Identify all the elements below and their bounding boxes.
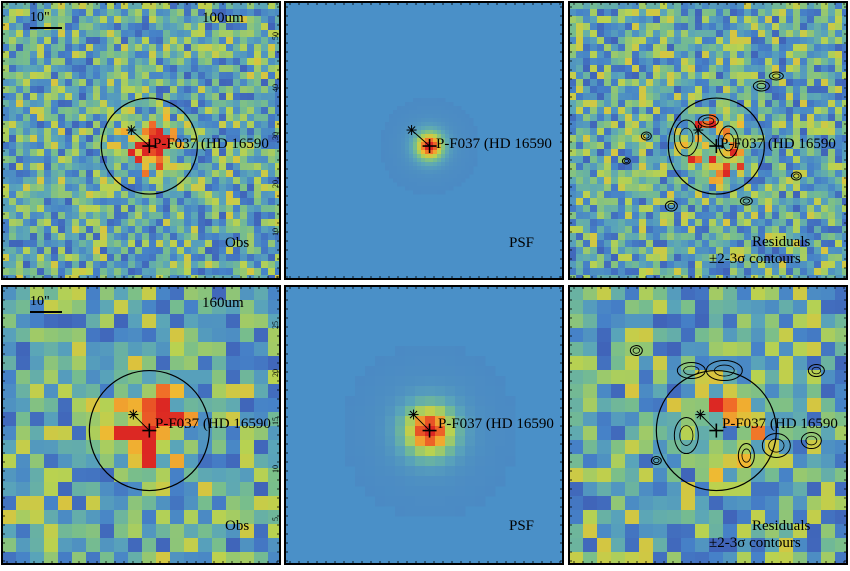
source-label: P-F037 (HD 16590 bbox=[155, 416, 271, 432]
contour-label: ±2-3σ contours bbox=[709, 251, 801, 267]
source-label: P-F037 (HD 16590 bbox=[438, 416, 554, 432]
scale-bar-label: 10" bbox=[30, 10, 50, 25]
panel-label-obs: Obs bbox=[225, 518, 249, 534]
band-label: 160um bbox=[202, 295, 244, 311]
axis-tick-label: 10 bbox=[271, 465, 280, 473]
source-label: P-F037 (HD 16590 bbox=[722, 416, 838, 432]
axis-tick-label: 15 bbox=[271, 417, 280, 425]
axis-tick-label: 20 bbox=[271, 180, 280, 188]
source-label: P-F037 (HD 16590 bbox=[153, 136, 269, 152]
axis-tick-label: 30 bbox=[271, 132, 280, 140]
axis-tick-label: 20 bbox=[271, 369, 280, 377]
panel-label-psf: PSF bbox=[509, 518, 534, 534]
panel-label-residuals: Residuals bbox=[752, 518, 810, 534]
source-label: P-F037 (HD 16590 bbox=[720, 136, 836, 152]
axis-tick-label: 10 bbox=[271, 228, 280, 236]
axis-tick-label: 40 bbox=[271, 84, 280, 92]
contour-label: ±2-3σ contours bbox=[709, 535, 801, 551]
panel-label-psf: PSF bbox=[509, 235, 534, 251]
axis-tick-label: 5 bbox=[271, 517, 280, 521]
band-label: 100um bbox=[202, 10, 244, 26]
scale-bar-label: 10" bbox=[30, 294, 50, 309]
axis-tick-label: 50 bbox=[271, 32, 280, 40]
panel-label-residuals: Residuals bbox=[752, 234, 810, 250]
axis-tick-label: 25 bbox=[271, 321, 280, 329]
panel-label-obs: Obs bbox=[225, 235, 249, 251]
source-label: P-F037 (HD 16590 bbox=[436, 136, 552, 152]
